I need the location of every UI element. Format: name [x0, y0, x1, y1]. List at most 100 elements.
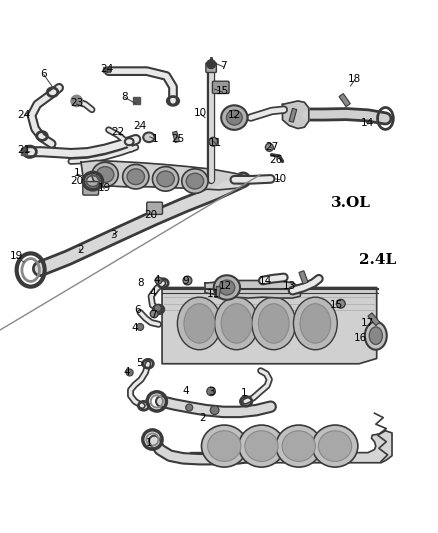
Circle shape: [150, 310, 158, 318]
Text: 6: 6: [40, 69, 47, 79]
Text: 4: 4: [153, 274, 160, 285]
Text: 10: 10: [194, 108, 207, 118]
Circle shape: [183, 276, 192, 285]
Text: 2: 2: [77, 245, 84, 255]
Text: 24: 24: [134, 122, 147, 131]
Ellipse shape: [221, 304, 252, 343]
Text: 8: 8: [121, 92, 128, 102]
Circle shape: [71, 95, 82, 107]
Text: 7: 7: [220, 61, 227, 71]
Text: 1: 1: [73, 168, 80, 178]
Polygon shape: [205, 280, 301, 298]
Ellipse shape: [96, 167, 114, 182]
Text: 8: 8: [137, 278, 144, 288]
Bar: [215, 286, 221, 298]
Text: 1: 1: [152, 134, 159, 143]
Bar: [103, 67, 110, 72]
Text: 4: 4: [149, 288, 156, 298]
Ellipse shape: [245, 431, 278, 462]
FancyBboxPatch shape: [147, 202, 162, 214]
Bar: [289, 108, 297, 122]
Ellipse shape: [221, 106, 247, 130]
Ellipse shape: [219, 280, 235, 295]
FancyBboxPatch shape: [206, 63, 216, 72]
Circle shape: [207, 60, 215, 69]
Text: 6: 6: [134, 305, 141, 316]
Ellipse shape: [282, 431, 315, 462]
Text: 25: 25: [171, 134, 184, 144]
Ellipse shape: [226, 110, 242, 125]
Ellipse shape: [184, 304, 215, 343]
Text: 27: 27: [265, 142, 278, 152]
Ellipse shape: [258, 304, 289, 343]
FancyBboxPatch shape: [212, 81, 229, 93]
Bar: [173, 131, 180, 142]
Text: 12: 12: [219, 281, 232, 291]
Text: 21: 21: [18, 146, 31, 156]
Ellipse shape: [318, 431, 352, 462]
Ellipse shape: [177, 297, 221, 350]
Ellipse shape: [208, 431, 241, 462]
Text: 2: 2: [199, 413, 206, 423]
Circle shape: [265, 143, 273, 151]
Text: 2.4L: 2.4L: [359, 253, 396, 268]
Ellipse shape: [239, 425, 284, 467]
Ellipse shape: [152, 167, 179, 191]
Text: 3: 3: [208, 387, 215, 397]
Text: 14: 14: [361, 118, 374, 128]
Ellipse shape: [127, 169, 145, 184]
Text: 19: 19: [10, 252, 23, 261]
Text: 10: 10: [274, 174, 287, 184]
Circle shape: [126, 369, 133, 376]
Text: 12: 12: [228, 110, 241, 120]
Text: 1: 1: [145, 438, 152, 448]
Text: 11: 11: [209, 138, 222, 148]
Text: 3.OL: 3.OL: [331, 196, 371, 211]
Circle shape: [137, 324, 144, 330]
Circle shape: [210, 406, 219, 415]
Bar: [133, 98, 140, 103]
Ellipse shape: [123, 165, 149, 189]
Text: 3: 3: [110, 230, 117, 239]
Polygon shape: [283, 101, 309, 128]
Circle shape: [209, 138, 218, 146]
Ellipse shape: [214, 275, 240, 300]
Bar: [339, 94, 350, 107]
Polygon shape: [162, 287, 377, 364]
Polygon shape: [189, 431, 392, 463]
Circle shape: [154, 304, 161, 312]
Circle shape: [336, 300, 345, 308]
Ellipse shape: [276, 425, 321, 467]
Text: 24: 24: [18, 110, 31, 120]
Text: 1: 1: [241, 387, 248, 398]
Ellipse shape: [365, 322, 387, 350]
Text: 22: 22: [112, 127, 125, 136]
Circle shape: [186, 404, 193, 411]
Ellipse shape: [182, 169, 208, 193]
Text: 14: 14: [258, 276, 272, 286]
Text: 5: 5: [136, 358, 143, 368]
Text: 7: 7: [150, 310, 157, 320]
Text: 4: 4: [124, 367, 131, 377]
Ellipse shape: [252, 297, 296, 350]
Bar: [368, 313, 380, 326]
Ellipse shape: [300, 304, 331, 343]
Text: 17: 17: [361, 318, 374, 328]
Ellipse shape: [293, 297, 337, 350]
Polygon shape: [81, 160, 243, 190]
Ellipse shape: [92, 162, 118, 187]
Circle shape: [155, 277, 162, 284]
Ellipse shape: [369, 327, 382, 344]
Text: 18: 18: [348, 74, 361, 84]
Ellipse shape: [186, 173, 204, 189]
Ellipse shape: [215, 297, 258, 350]
Bar: [21, 148, 27, 155]
Text: 4: 4: [131, 323, 138, 333]
Text: 23: 23: [70, 98, 83, 108]
Ellipse shape: [312, 425, 358, 467]
Circle shape: [207, 387, 215, 395]
Text: 15: 15: [330, 300, 343, 310]
Text: 16: 16: [353, 333, 367, 343]
Text: 9: 9: [183, 276, 190, 286]
Ellipse shape: [201, 425, 247, 467]
